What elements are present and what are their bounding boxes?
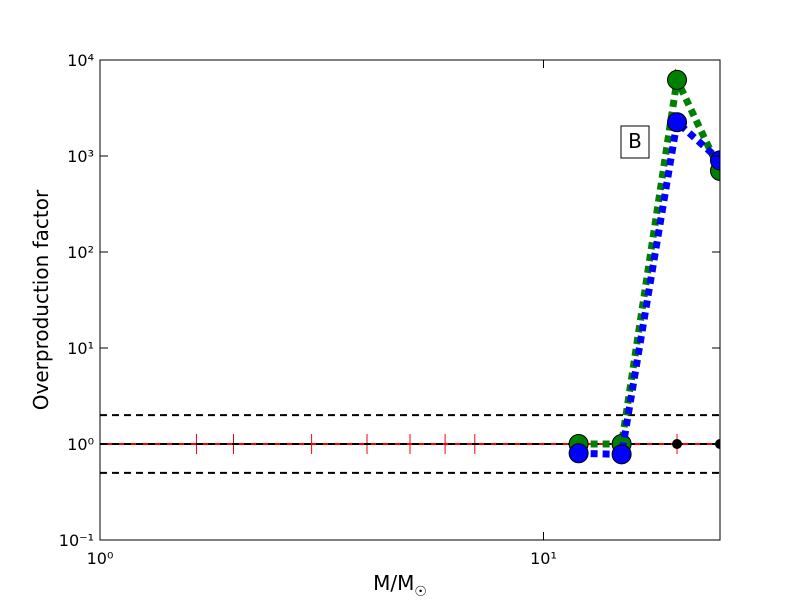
x-tick-label: 10⁰: [87, 549, 114, 568]
marker: [667, 112, 688, 133]
y-tick-label: 10⁴: [67, 51, 94, 70]
x-axis-label-sub: ☉: [414, 584, 427, 600]
x-axis-label: M/M☉: [373, 571, 427, 600]
y-tick-label: 10³: [67, 147, 94, 166]
y-tick-label: 10¹: [67, 339, 94, 358]
y-tick-label: 10⁻¹: [59, 531, 94, 550]
x-tick-label: 10¹: [530, 549, 557, 568]
y-axis-label: Overproduction factor: [29, 189, 53, 410]
series-line: [578, 68, 720, 448]
series-line: [578, 115, 720, 458]
annotation-box: [620, 125, 650, 159]
y-tick-label: 10²: [67, 243, 94, 262]
marker: [672, 439, 683, 449]
plot-area: [100, 68, 720, 474]
marker: [568, 443, 589, 464]
marker: [667, 69, 688, 90]
axes-frame: [99, 59, 721, 541]
y-tick-label: 10⁰: [67, 435, 94, 454]
annotation: B: [628, 129, 642, 153]
x-axis-label-main: M/M: [373, 571, 414, 595]
marker: [611, 444, 632, 465]
